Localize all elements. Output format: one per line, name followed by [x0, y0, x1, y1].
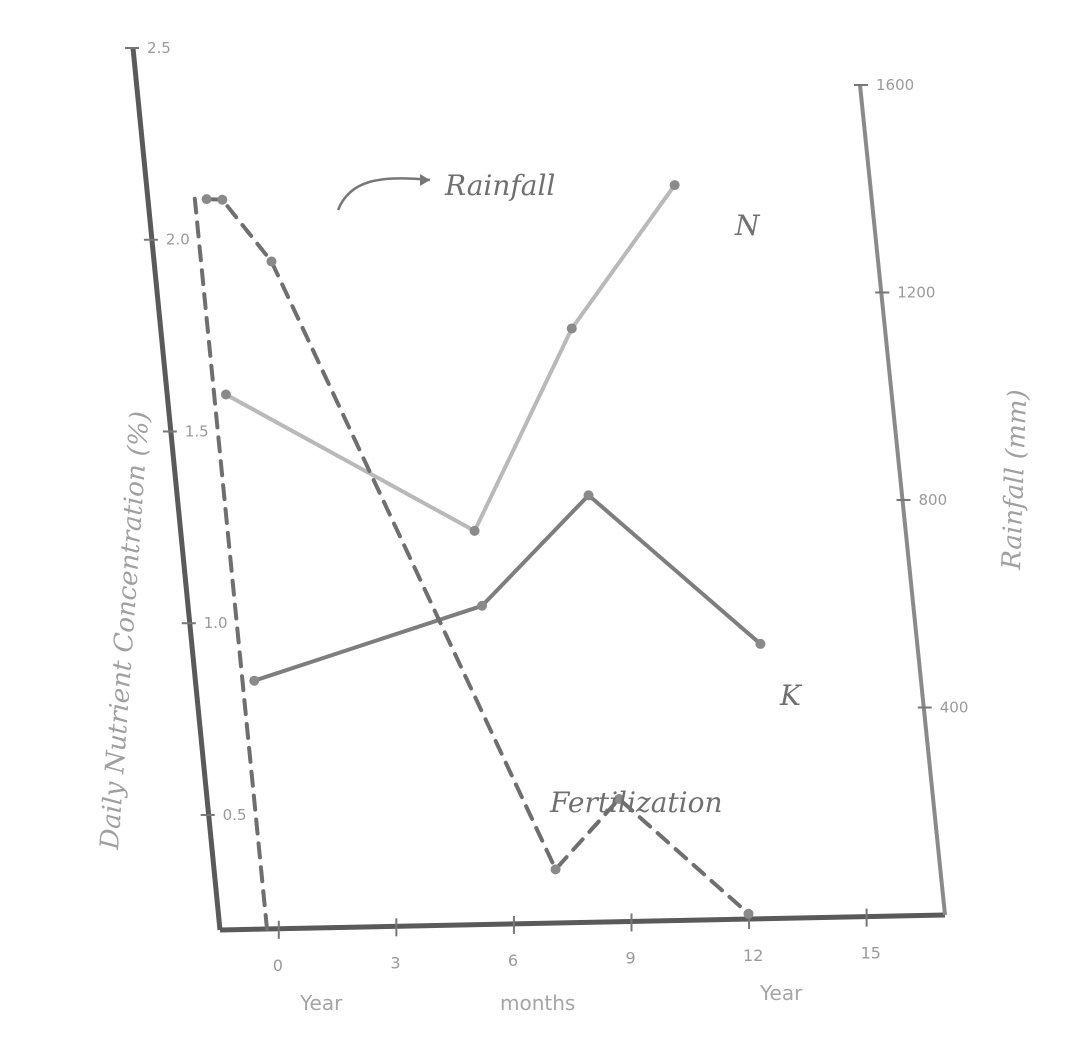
- data-point-rainfall: [743, 908, 754, 919]
- left-y-tick-label: 1.5: [185, 422, 209, 440]
- data-point-n: [220, 389, 231, 400]
- data-point-k: [249, 675, 260, 686]
- left-y-tick-label: 1.0: [204, 614, 228, 632]
- right-y-tick-label: 400: [940, 699, 969, 717]
- right-y-tick-label: 800: [919, 491, 948, 509]
- data-point-rainfall: [614, 793, 625, 804]
- x-tick-label: 12: [743, 946, 763, 965]
- data-point-n: [469, 525, 480, 536]
- series-line-fertilization: [192, 196, 269, 931]
- left-y-tick-label: 0.5: [223, 806, 247, 824]
- right-y-axis-title: Rainfall (mm): [997, 389, 1033, 571]
- series-label-n: N: [734, 209, 761, 242]
- x-tick-label: 3: [390, 953, 400, 972]
- data-point-rainfall: [201, 194, 212, 205]
- series-label-fertilization: Fertilization: [549, 786, 723, 819]
- x-tick-label: 15: [861, 944, 881, 963]
- rainfall-callout-arrow: [336, 177, 431, 211]
- series-label-rainfall: Rainfall: [444, 169, 555, 202]
- rainfall-callout-arrowhead: [420, 174, 430, 186]
- right-y-tick-label: 1200: [897, 284, 935, 302]
- data-point-n: [566, 323, 577, 334]
- x-axis-suffix: Year: [759, 981, 803, 1005]
- data-point-rainfall: [217, 194, 228, 205]
- series-line-n: [223, 183, 677, 533]
- x-axis-title: months: [500, 991, 575, 1015]
- left-y-axis: [130, 47, 223, 931]
- x-axis: [219, 912, 946, 933]
- series-line-k: [252, 493, 763, 683]
- data-point-k: [583, 490, 594, 501]
- data-point-rainfall: [266, 256, 277, 267]
- x-tick-label: 0: [273, 956, 283, 975]
- data-point-k: [477, 600, 488, 611]
- data-point-rainfall: [550, 864, 561, 875]
- left-y-axis-title: Daily Nutrient Concentration (%): [95, 410, 156, 851]
- x-axis-prefix: Year: [299, 991, 343, 1015]
- x-tick-label: 9: [625, 948, 635, 967]
- data-point-k: [755, 638, 766, 649]
- data-point-n: [669, 180, 680, 191]
- left-y-tick-label: 2.5: [147, 39, 171, 57]
- x-tick-label: 6: [508, 951, 518, 970]
- right-y-tick-label: 1600: [876, 76, 914, 94]
- series-label-k: K: [779, 679, 803, 712]
- left-y-tick-label: 2.0: [166, 231, 190, 249]
